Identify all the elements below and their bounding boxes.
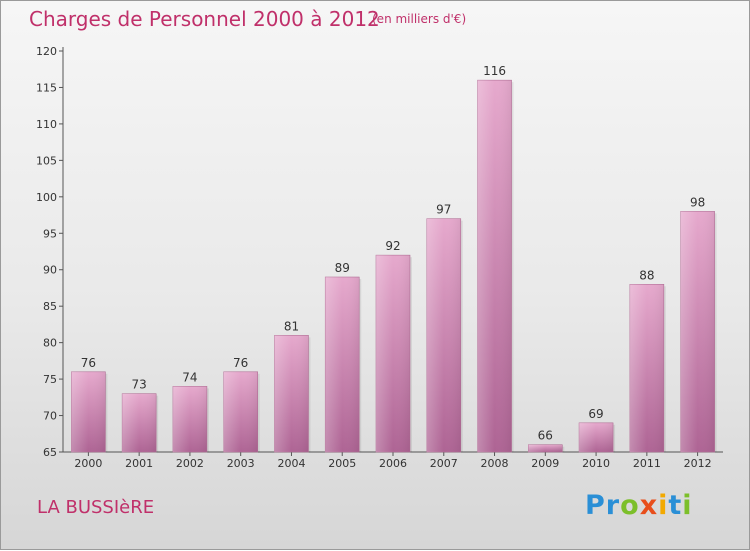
bar-value-label: 69 [588,407,603,421]
bar-value-label: 92 [385,239,400,253]
y-tick-label: 110 [36,118,57,131]
y-tick-label: 65 [43,446,57,459]
bar-value-label: 88 [639,268,654,282]
bar-highlight [629,284,664,452]
x-tick-label: 2005 [328,457,356,470]
bar-highlight [71,371,106,452]
bar-value-label: 76 [81,356,96,370]
bar-value-label: 98 [690,195,705,209]
x-tick-label: 2009 [531,457,559,470]
bar-highlight [528,444,563,452]
y-tick-label: 80 [43,337,57,350]
x-tick-label: 2003 [227,457,255,470]
y-tick-label: 100 [36,191,57,204]
bar-value-label: 81 [284,319,299,333]
proxiti-logo: Proxiti [585,490,693,521]
bar-highlight [426,218,461,452]
x-tick-label: 2001 [125,457,153,470]
y-tick-label: 105 [36,154,57,167]
x-tick-label: 2010 [582,457,610,470]
bar-value-label: 66 [538,429,553,443]
x-tick-label: 2012 [684,457,712,470]
chart-title: Charges de Personnel 2000 à 2012 [29,7,380,31]
bar-highlight [172,386,207,452]
x-tick-label: 2007 [430,457,458,470]
x-tick-label: 2002 [176,457,204,470]
bar-value-label: 97 [436,203,451,217]
bar-highlight [579,422,614,452]
bar-highlight [680,211,715,452]
bar-value-label: 73 [132,378,147,392]
place-name: LA BUSSIèRE [37,497,155,518]
bar-highlight [223,371,258,452]
y-tick-label: 95 [43,227,57,240]
y-tick-label: 85 [43,300,57,313]
bar-highlight [122,393,157,452]
y-tick-label: 70 [43,410,57,423]
bar-highlight [376,255,410,452]
x-tick-label: 2011 [633,457,661,470]
bar-highlight [274,335,309,452]
y-tick-label: 115 [36,81,57,94]
bar-highlight [477,80,512,452]
bar-highlight [325,277,360,452]
chart-subtitle: (en milliers d'€) [372,12,467,26]
bar-value-label: 74 [182,370,197,384]
bar-value-label: 116 [483,64,506,78]
bar-value-label: 76 [233,356,248,370]
y-tick-label: 90 [43,264,57,277]
x-tick-label: 2004 [277,457,305,470]
x-tick-label: 2008 [481,457,509,470]
x-tick-label: 2006 [379,457,407,470]
y-tick-label: 120 [36,45,57,58]
bar-value-label: 89 [335,261,350,275]
y-tick-label: 75 [43,373,57,386]
x-tick-label: 2000 [74,457,102,470]
